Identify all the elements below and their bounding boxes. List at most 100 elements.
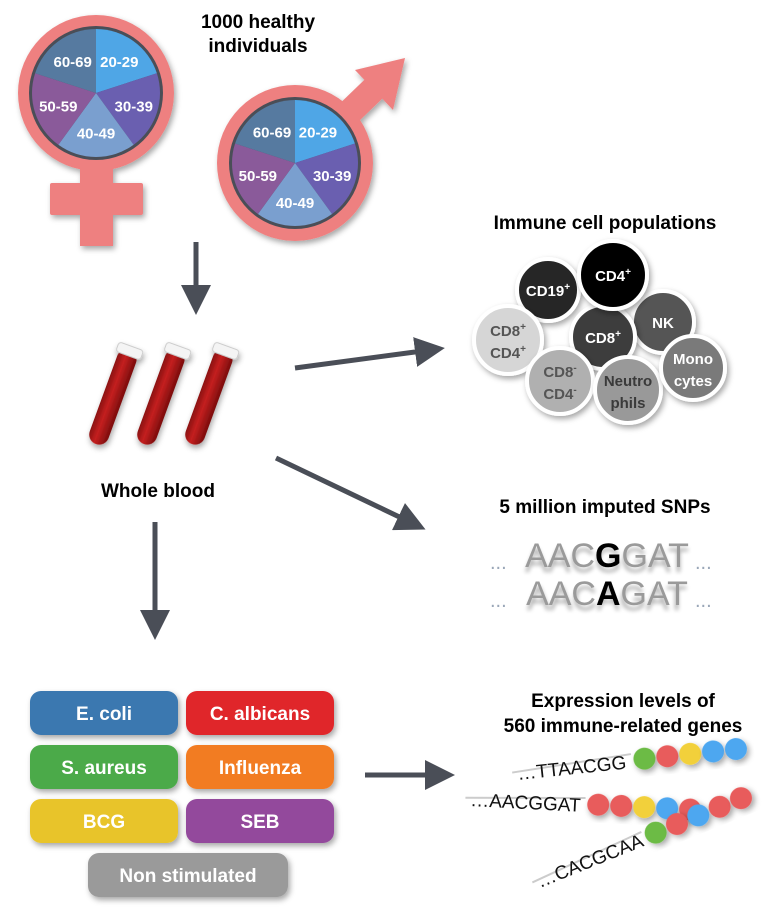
svg-text:…TTAACGG: …TTAACGG <box>516 753 627 785</box>
expression-title-line2: 560 immune-related genes <box>504 716 743 737</box>
immune-cells-title: Immune cell populations <box>494 213 717 234</box>
expression-bead <box>656 797 679 820</box>
svg-text:Influenza: Influenza <box>219 758 302 779</box>
female-age-slice-50-59 <box>32 73 96 145</box>
female-age-label: 40-49 <box>77 126 115 143</box>
male-age-label: 40-49 <box>276 195 314 212</box>
stimulus-c-albicans: C. albicans <box>186 691 334 735</box>
svg-text:...: ... <box>490 590 507 612</box>
expression-title: Expression levels of <box>531 691 715 712</box>
cell-cd19: CD19+ <box>515 257 581 323</box>
svg-text:...: ... <box>490 552 507 574</box>
snp-row: AACGGATAACGGAT...... <box>490 537 712 580</box>
svg-text:CD4+: CD4+ <box>595 267 631 285</box>
svg-text:phils: phils <box>610 395 645 412</box>
cohort-title-line2: individuals <box>208 36 307 57</box>
expression-bead <box>666 813 689 836</box>
male-age-slice-20-29 <box>295 100 355 163</box>
male-age-slice-40-49 <box>257 163 333 226</box>
blood-tubes-icon <box>89 342 240 445</box>
expression-bead <box>610 794 633 817</box>
svg-text:AACAGAT: AACAGAT <box>526 575 688 613</box>
snp-allele: G <box>595 537 621 575</box>
svg-text:NK: NK <box>652 315 674 332</box>
female-age-slice-60-69 <box>35 29 96 93</box>
svg-text:AACAGAT: AACAGAT <box>527 580 687 618</box>
expression-bead <box>644 821 667 844</box>
arrow-blood-to-cells <box>294 337 445 371</box>
male-age-slice-60-69 <box>235 100 295 163</box>
svg-text:...: ... <box>695 552 712 574</box>
cell-monocytes: Mono cytes <box>659 334 727 402</box>
male-age-label: 30-39 <box>313 168 351 185</box>
cell-neutrophils: Neutro phils <box>593 355 663 425</box>
female-age-slice-20-29 <box>96 29 157 93</box>
male-age-pie: 20-29 30-39 40-49 50-59 60-69 <box>229 97 361 229</box>
expression-bead <box>587 793 610 816</box>
gene-sequence: …AACGGAT <box>465 790 702 821</box>
cohort-title: 1000 healthy <box>201 12 315 33</box>
svg-text:…CACGCAA: …CACGCAA <box>534 831 647 893</box>
svg-text:CD8+: CD8+ <box>490 322 526 340</box>
cell-cd8cd4: CD8+ CD4+ <box>472 304 544 376</box>
svg-text:cytes: cytes <box>674 373 712 390</box>
stimulus-non-stimulated: Non stimulated <box>88 853 288 897</box>
svg-text:CD8+: CD8+ <box>585 329 621 347</box>
svg-text:CD4-: CD4- <box>543 385 576 403</box>
svg-text:Mono: Mono <box>673 351 713 368</box>
cell-cd4: CD4+ <box>577 239 649 311</box>
stimulus-seb: SEB <box>186 799 334 843</box>
svg-text:SEB: SEB <box>240 812 279 833</box>
immune-cell-populations: CD19+ NK CD8+ CD4+ CD8+ CD4+ CD8- CD4- Neutro phi… <box>472 239 727 425</box>
svg-text:Neutro: Neutro <box>604 373 652 390</box>
male-age-slice-30-39 <box>295 143 358 214</box>
cell-cd8cd4: CD8- CD4- <box>525 346 595 416</box>
svg-text:CD4+: CD4+ <box>490 344 526 362</box>
arrow-blood-to-snps <box>274 455 426 531</box>
stimulus-bcg: BCG <box>30 799 178 843</box>
male-age-label: 20-29 <box>299 124 337 141</box>
svg-text:…AACGGAT: …AACGGAT <box>470 790 582 817</box>
expression-bead <box>679 742 702 765</box>
stimulus-e-coli: E. coli <box>30 691 178 735</box>
svg-text:AACGGAT: AACGGAT <box>525 537 689 575</box>
svg-text:C. albicans: C. albicans <box>210 704 310 725</box>
expression-bead <box>729 787 752 810</box>
expression-bead <box>633 747 656 770</box>
svg-text:CD8-: CD8- <box>543 363 576 381</box>
stimulus-influenza: Influenza <box>186 745 334 789</box>
male-age-label: 50-59 <box>239 168 277 185</box>
gene-expression-sequences: …TTAACGG …AACGGAT …CACGCAA <box>465 738 752 893</box>
expression-bead <box>656 745 679 768</box>
female-age-label: 20-29 <box>100 54 138 71</box>
svg-text:...: ... <box>695 590 712 612</box>
expression-bead <box>687 804 710 827</box>
female-age-slice-30-39 <box>96 73 161 145</box>
stimulus-s-aureus: S. aureus <box>30 745 178 789</box>
expression-bead <box>702 740 725 763</box>
snps-title: 5 million imputed SNPs <box>499 497 710 518</box>
svg-text:Non stimulated: Non stimulated <box>119 866 256 887</box>
male-age-slice-50-59 <box>232 143 295 214</box>
svg-text:CD19+: CD19+ <box>526 282 570 300</box>
svg-text:BCG: BCG <box>83 812 125 833</box>
svg-text:AACGGAT: AACGGAT <box>525 542 689 580</box>
gene-sequence: …TTAACGG <box>512 738 747 785</box>
female-age-label: 50-59 <box>39 98 77 115</box>
arrows <box>140 242 455 790</box>
expression-bead <box>633 796 656 819</box>
female-age-label: 30-39 <box>115 98 153 115</box>
svg-text:S. aureus: S. aureus <box>61 758 147 779</box>
snp-allele: A <box>596 575 621 613</box>
svg-text:E. coli: E. coli <box>76 704 132 725</box>
whole-blood-label: Whole blood <box>101 481 215 502</box>
male-age-label: 60-69 <box>253 124 291 141</box>
female-age-label: 60-69 <box>53 54 91 71</box>
stimuli-panel: E. coli C. albicans S. aureus Influenza BCG S… <box>30 691 334 897</box>
expression-bead <box>724 738 747 761</box>
snp-row: AACAGATAACAGAT...... <box>490 575 712 618</box>
expression-bead <box>708 795 731 818</box>
